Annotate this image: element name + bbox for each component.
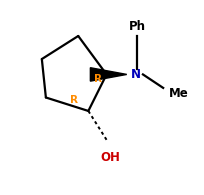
Text: Me: Me — [169, 87, 188, 100]
Text: R: R — [94, 74, 102, 84]
Text: Ph: Ph — [128, 20, 145, 33]
Text: R: R — [70, 95, 78, 105]
Polygon shape — [90, 68, 126, 81]
Text: OH: OH — [100, 151, 120, 164]
Text: N: N — [130, 68, 140, 81]
